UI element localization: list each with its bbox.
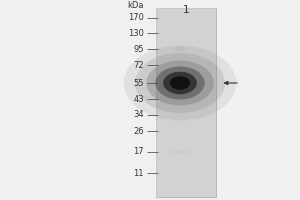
Text: kDa: kDa: [128, 1, 144, 10]
Text: 72: 72: [134, 60, 144, 70]
Ellipse shape: [160, 92, 200, 104]
Text: 55: 55: [134, 78, 144, 88]
Ellipse shape: [163, 72, 197, 94]
Bar: [156, 8, 216, 197]
Text: 1: 1: [183, 5, 189, 15]
Text: 11: 11: [134, 168, 144, 178]
Text: 130: 130: [128, 28, 144, 38]
Ellipse shape: [135, 53, 225, 113]
Text: 170: 170: [128, 14, 144, 22]
Text: 26: 26: [134, 127, 144, 136]
Ellipse shape: [173, 46, 187, 52]
Text: 34: 34: [134, 110, 144, 119]
Ellipse shape: [170, 76, 190, 90]
Text: 95: 95: [134, 45, 144, 53]
Ellipse shape: [146, 60, 214, 106]
Ellipse shape: [155, 66, 205, 99]
Ellipse shape: [124, 46, 236, 120]
Bar: [156, 8, 216, 197]
Ellipse shape: [171, 150, 189, 154]
Text: 17: 17: [134, 148, 144, 156]
Text: 43: 43: [134, 95, 144, 104]
